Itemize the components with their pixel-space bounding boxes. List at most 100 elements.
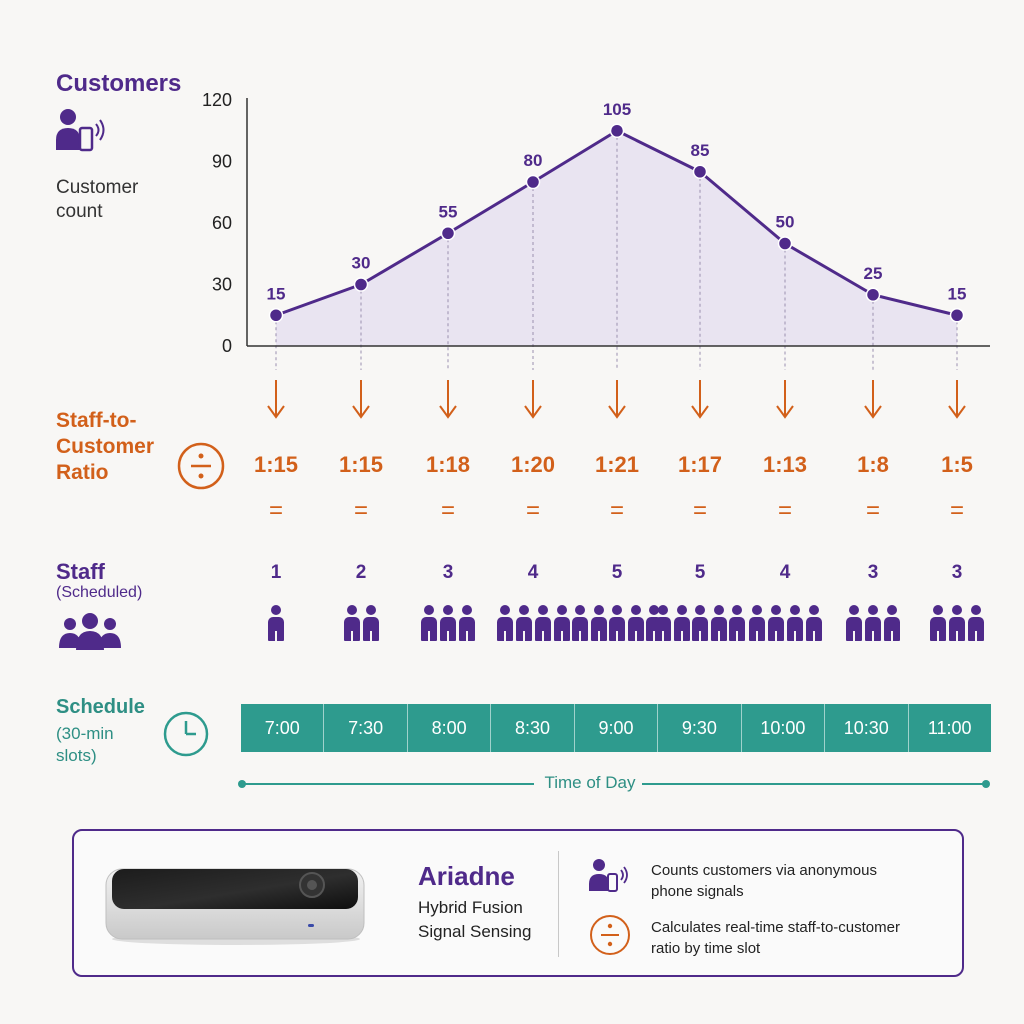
down-arrow-head: [524, 405, 542, 419]
data-point: [268, 308, 284, 323]
product-tagline-line-2: Signal Sensing: [418, 922, 532, 941]
data-point: [777, 236, 793, 251]
person-icon: [515, 605, 532, 641]
equals-sign: =: [777, 497, 792, 524]
staff-people-group: [316, 605, 406, 645]
equals-sign: =: [692, 497, 707, 524]
schedule-sub-line-2: slots): [56, 746, 97, 765]
down-arrow-head: [267, 405, 285, 419]
person-icon: [865, 605, 881, 641]
data-label: 80: [524, 151, 543, 170]
staff-count: 4: [779, 562, 791, 583]
ratio-title-line-1: Staff-to-: [56, 409, 137, 432]
staff-count: 2: [355, 562, 367, 583]
person-icon: [710, 605, 727, 641]
feature-divide-icon: [590, 915, 630, 955]
data-label: 105: [603, 100, 631, 119]
time-axis-label: Time of Day: [544, 773, 636, 792]
schedule-slot: 11:00: [927, 717, 972, 738]
person-icon: [421, 605, 437, 641]
feature-count-text: Counts customers via anonymous phone sig…: [651, 860, 877, 902]
staff-count: 3: [442, 562, 454, 583]
person-icon: [553, 605, 570, 641]
staff-people-group: [488, 605, 578, 645]
data-label: 15: [267, 284, 286, 303]
person-icon: [968, 605, 984, 641]
person-icon: [534, 605, 551, 641]
person-icon: [767, 605, 784, 641]
group-icon: [59, 613, 121, 650]
schedule-title: Schedule: [56, 696, 145, 718]
down-arrow-head: [439, 405, 457, 419]
customer-count-line-2: count: [56, 201, 103, 222]
data-point: [440, 226, 456, 241]
customer-count-line-1: Customer: [56, 177, 139, 198]
schedule-slot: 7:30: [324, 704, 408, 752]
schedule-slot: 10:30: [825, 704, 909, 752]
ratio-value: 1:15: [338, 452, 384, 477]
staff-people-group: [828, 605, 918, 645]
y-tick-label: 90: [212, 152, 232, 172]
data-point: [865, 287, 881, 302]
down-arrow-head: [691, 405, 709, 419]
person-icon: [786, 605, 803, 641]
product-panel: Ariadne Hybrid Fusion Signal Sensing Cou…: [72, 829, 964, 977]
ratio-value: 1:18: [425, 452, 471, 477]
data-point: [949, 308, 965, 323]
schedule-slot: 8:30: [491, 704, 575, 752]
data-label: 15: [948, 284, 967, 303]
staff-count: 5: [694, 562, 706, 583]
person-icon: [655, 605, 672, 641]
data-point: [353, 277, 369, 292]
ratio-value: 1:13: [762, 452, 808, 477]
staff-count: 4: [527, 562, 539, 583]
feature-ratio-line-1: Calculates real-time staff-to-customer: [651, 919, 900, 936]
equals-sign: =: [525, 497, 540, 524]
schedule-slot: 9:30: [658, 704, 742, 752]
equals-sign: =: [440, 497, 455, 524]
down-arrow-head: [608, 405, 626, 419]
y-tick-label: 30: [212, 275, 232, 295]
feature-ratio-line-2: ratio by time slot: [651, 940, 761, 957]
ratio-value: 1:15: [253, 452, 299, 477]
down-arrow-head: [352, 405, 370, 419]
y-tick-label: 0: [222, 336, 232, 356]
y-tick-label: 120: [202, 90, 232, 110]
schedule-subtitle: (30-min slots): [56, 723, 114, 767]
schedule-bar: 7:00 7:30 8:00 8:30 9:00 9:30 10:00 10:30 11:00: [241, 704, 991, 752]
product-tagline-line-1: Hybrid Fusion: [418, 898, 523, 917]
data-label: 55: [439, 202, 458, 221]
data-label: 85: [691, 141, 710, 160]
person-icon: [748, 605, 765, 641]
data-label: 30: [352, 254, 371, 273]
data-point: [609, 123, 625, 138]
down-arrow-head: [864, 405, 882, 419]
person-icon: [692, 605, 709, 641]
ratio-title-line-2: Customer: [56, 435, 155, 458]
ratio-value: 1:20: [510, 452, 556, 477]
ratio-value: 1:21: [594, 452, 640, 477]
schedule-slot: 7:00: [241, 704, 325, 752]
ratio-title: Staff-to- Customer Ratio: [56, 408, 154, 486]
equals-sign: =: [949, 497, 964, 524]
staff-people-group: [740, 605, 830, 645]
staff-people-group: [912, 605, 1002, 645]
staff-count: 3: [951, 562, 963, 583]
divide-icon: [177, 442, 225, 490]
customers-title: Customers: [56, 70, 182, 97]
data-label: 50: [776, 213, 795, 232]
person-icon: [590, 605, 607, 641]
schedule-slot: 10:00: [742, 704, 826, 752]
product-tagline: Hybrid Fusion Signal Sensing: [418, 896, 531, 944]
ratio-title-line-3: Ratio: [56, 461, 109, 484]
feature-person-phone-icon: [589, 859, 628, 892]
person-icon: [609, 605, 626, 641]
person-icon: [440, 605, 456, 641]
staff-people-group: [403, 605, 493, 645]
person-icon: [729, 605, 746, 641]
staff-count: 3: [867, 562, 879, 583]
feature-count-line-1: Counts customers via anonymous: [651, 862, 877, 879]
staff-people-group: [655, 605, 746, 645]
person-icon: [627, 605, 644, 641]
